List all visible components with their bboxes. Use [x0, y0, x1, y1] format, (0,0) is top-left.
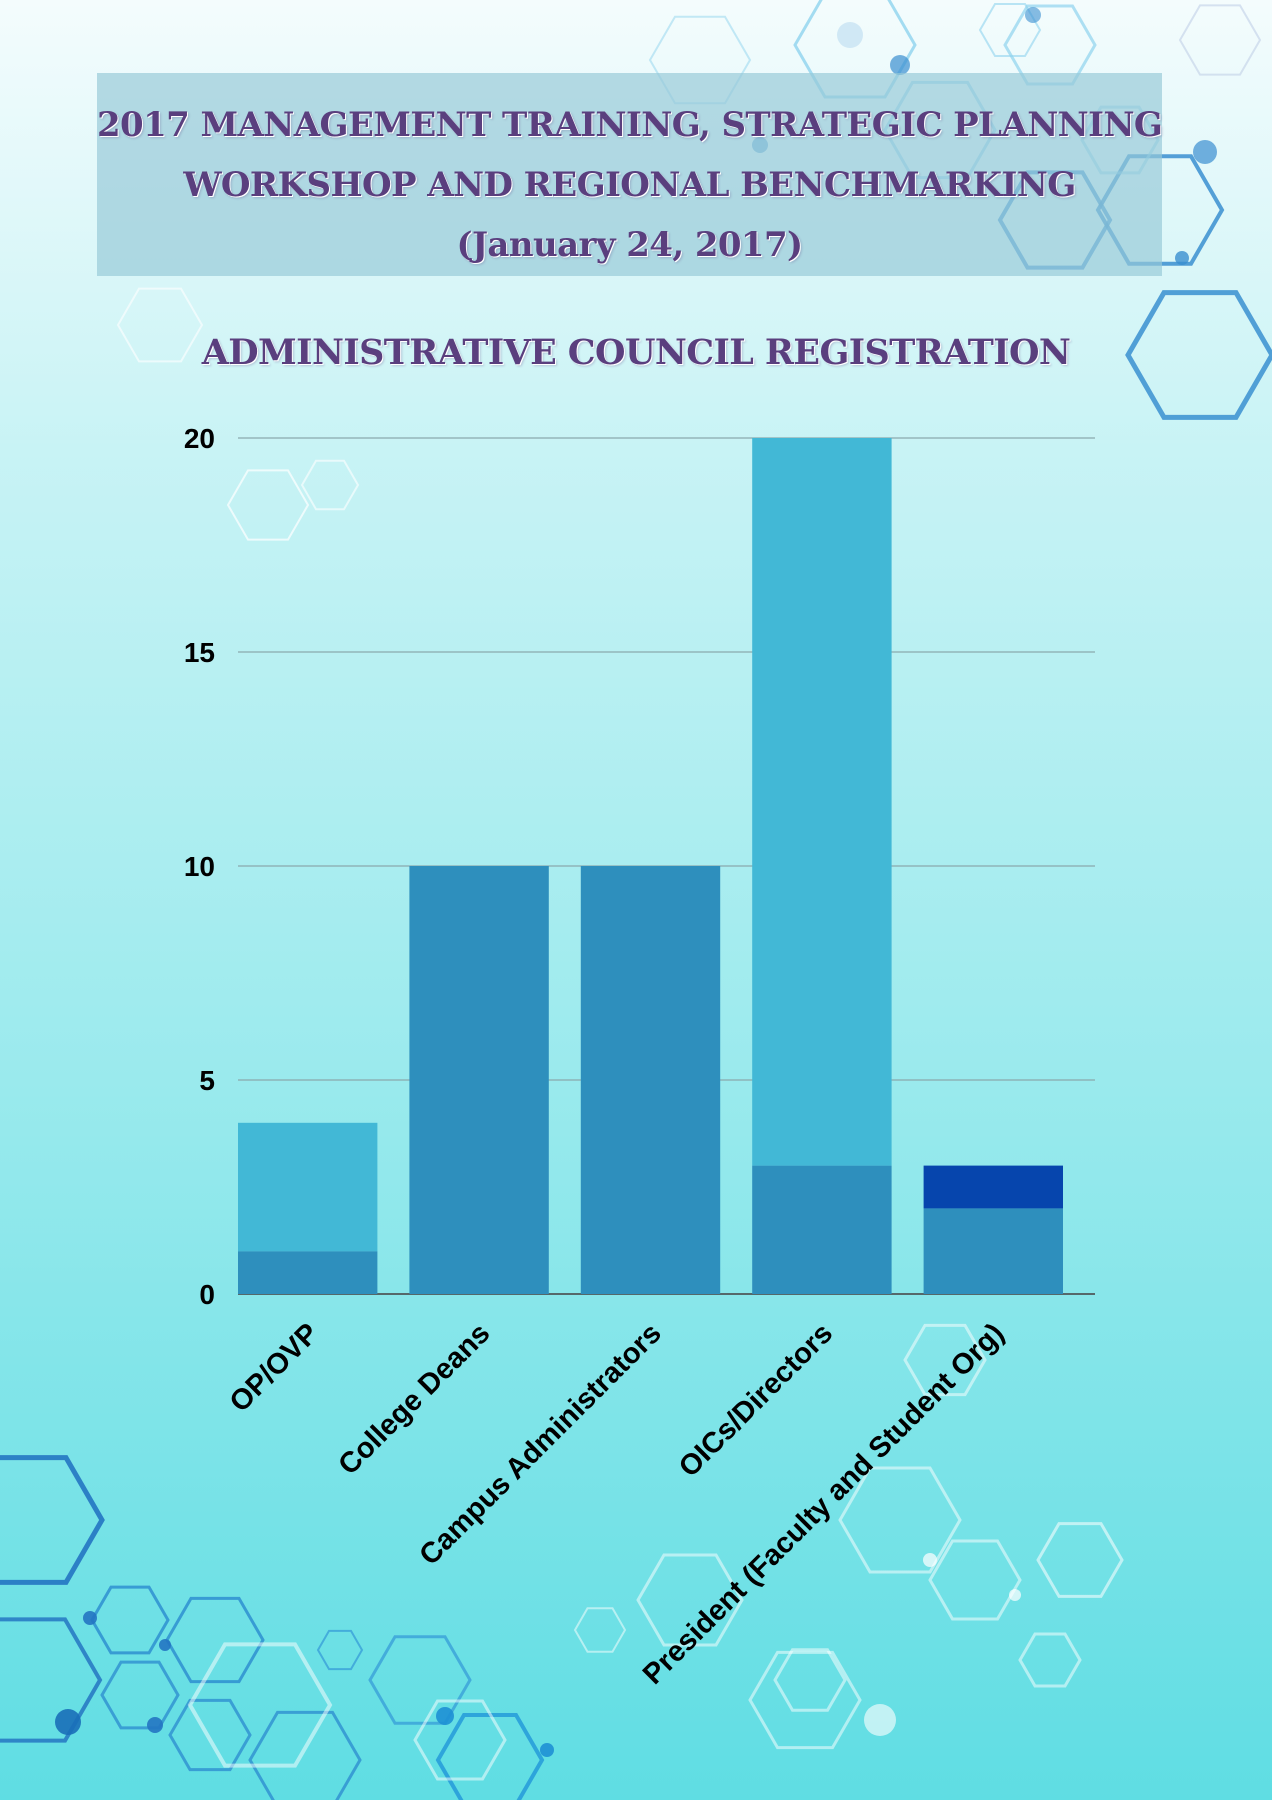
- event-title-line-2: WORKSHOP AND REGIONAL BENCHMARKING: [183, 165, 1076, 205]
- hexagon-shape: [1125, 290, 1272, 420]
- hexagon-shape: [413, 1699, 507, 1781]
- molecule-node: [540, 1743, 554, 1757]
- hexagon-shape: [748, 1650, 862, 1750]
- hexagon-shape: [187, 1642, 333, 1768]
- molecule-node: [55, 1709, 81, 1735]
- hexagon-shape: [903, 1323, 987, 1397]
- bar-segment: [238, 1251, 378, 1294]
- molecule-node: [1025, 7, 1041, 23]
- x-category-label: College Deans: [332, 1317, 496, 1481]
- molecule-node: [837, 22, 863, 48]
- event-title-line-1: 2017 MANAGEMENT TRAINING, STRATEGIC PLAN…: [97, 105, 1163, 145]
- x-category-label: President (Faculty and Student Org): [637, 1317, 1011, 1691]
- hexagon-shape: [435, 1713, 545, 1800]
- x-category-label: OICs/Directors: [673, 1317, 839, 1483]
- bar-segment: [580, 866, 721, 1294]
- y-tick-label: 15: [184, 637, 215, 668]
- molecule-node: [436, 1707, 454, 1725]
- molecule-node: [83, 1611, 97, 1625]
- y-tick-label: 0: [199, 1279, 215, 1310]
- hexagon-shape: [300, 459, 360, 511]
- bar-segment: [238, 1122, 378, 1252]
- hexagon-shape: [1018, 1632, 1082, 1688]
- molecule-node: [147, 1717, 163, 1733]
- hexagon-shape: [1178, 4, 1262, 76]
- molecule-node: [1193, 140, 1217, 164]
- molecule-node: [864, 1704, 896, 1736]
- hexagon-shape: [0, 1617, 103, 1743]
- molecule-node: [159, 1639, 171, 1651]
- x-category-label: OP/OVP: [224, 1317, 325, 1418]
- hexagon-shape: [168, 1698, 252, 1772]
- hexagon-shape: [978, 3, 1042, 57]
- hexagon-shape: [0, 1455, 105, 1585]
- bar-segment: [923, 1165, 1063, 1209]
- bar-segment: [923, 1208, 1063, 1294]
- molecule-node: [1009, 1589, 1021, 1601]
- molecule-node: [890, 55, 910, 75]
- hexagon-shape: [928, 1539, 1022, 1621]
- hexagon-shape: [773, 1648, 847, 1712]
- bar-segment: [752, 438, 892, 1166]
- bar-segment: [752, 1165, 892, 1294]
- hexagon-shape: [226, 469, 310, 541]
- molecule-node: [1175, 251, 1189, 265]
- y-tick-label: 10: [184, 851, 215, 882]
- event-title-banner: 2017 MANAGEMENT TRAINING, STRATEGIC PLAN…: [97, 73, 1163, 276]
- hexagon-shape: [1036, 1522, 1124, 1598]
- hexagon-shape: [116, 287, 204, 363]
- y-tick-label: 5: [199, 1065, 215, 1096]
- hexagon-shape: [838, 1466, 962, 1574]
- chart-title: ADMINISTRATIVE COUNCIL REGISTRATION: [201, 332, 1071, 373]
- hexagon-shape: [573, 1607, 627, 1653]
- molecule-node: [923, 1553, 937, 1567]
- event-title-date: (January 24, 2017): [456, 225, 803, 265]
- hexagon-shape: [248, 1710, 362, 1800]
- hexagon-shape: [636, 1553, 744, 1647]
- bar-segment: [409, 866, 549, 1294]
- hexagon-shape: [316, 1629, 364, 1671]
- y-tick-label: 20: [184, 423, 215, 454]
